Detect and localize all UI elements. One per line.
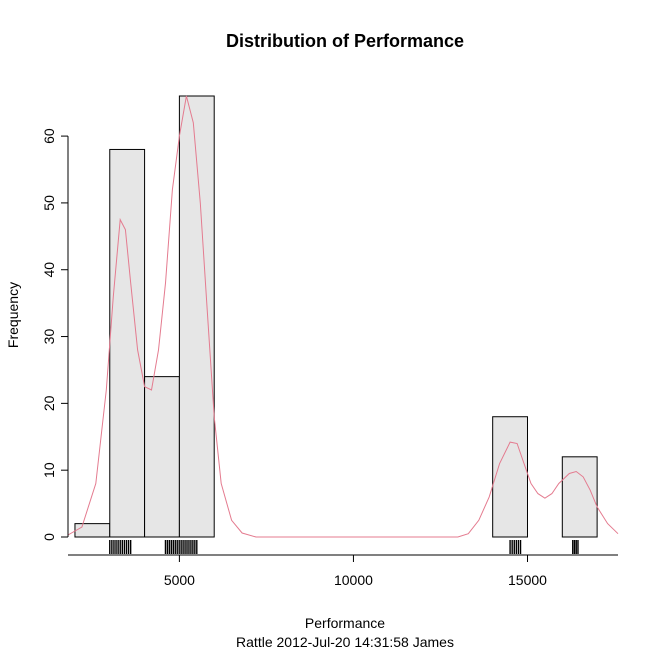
histogram-bar — [492, 416, 528, 538]
histogram-bar — [74, 523, 111, 538]
axes-layer: 0 10 20 30 40 50 60 5000 10000 15000 — [41, 128, 618, 588]
chart-title: Distribution of Performance — [226, 31, 464, 51]
histogram-bar — [109, 148, 146, 538]
density-curve-line — [67, 95, 619, 538]
x-tick-label: 15000 — [508, 572, 547, 588]
y-tick-label: 20 — [41, 395, 57, 411]
x-tick-label: 10000 — [334, 572, 373, 588]
y-tick-label: 30 — [41, 329, 57, 345]
y-tick-label: 60 — [41, 128, 57, 144]
histogram-bar — [561, 456, 598, 538]
x-tick-label: 5000 — [164, 572, 195, 588]
histogram-bar — [178, 95, 215, 538]
histogram-bar — [144, 376, 180, 538]
y-tick-label: 0 — [41, 533, 57, 541]
chart-subtitle: Rattle 2012-Jul-20 14:31:58 James — [236, 634, 454, 650]
y-tick-label: 40 — [41, 262, 57, 278]
y-tick-label: 10 — [41, 462, 57, 478]
y-axis-label: Frequency — [5, 282, 21, 348]
rug-layer — [109, 540, 579, 554]
bars-layer — [74, 95, 598, 538]
x-axis-label: Performance — [305, 615, 385, 631]
y-tick-label: 50 — [41, 195, 57, 211]
density-curve-layer — [67, 95, 619, 538]
